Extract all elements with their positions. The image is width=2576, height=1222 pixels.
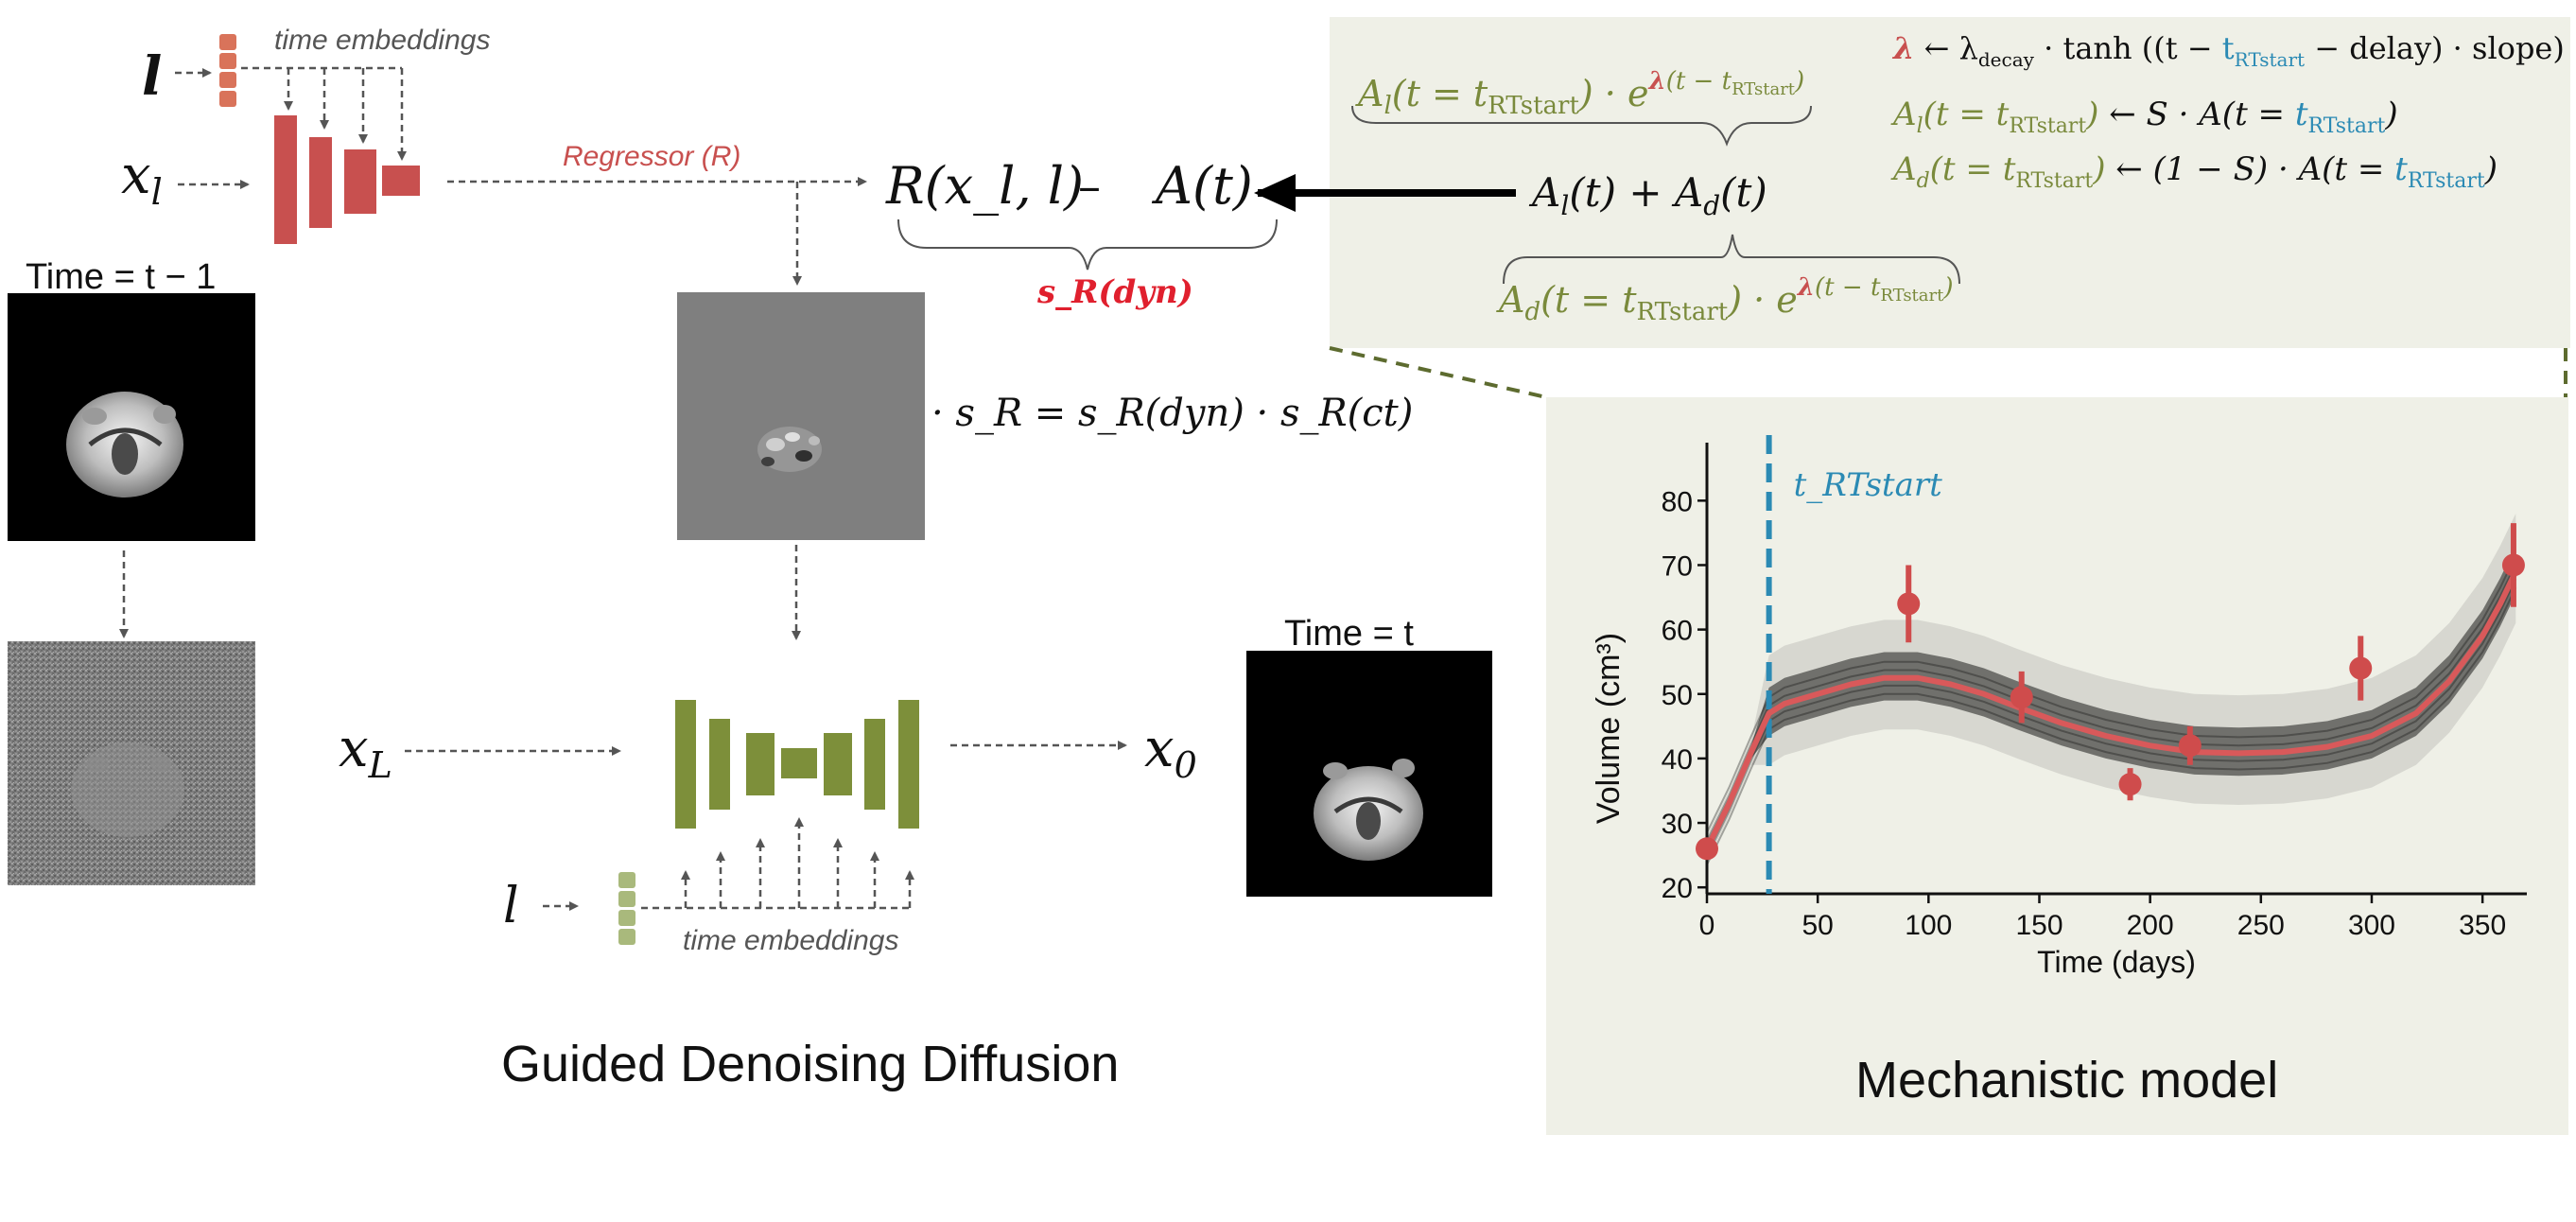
trajectory-sample-1 bbox=[1706, 586, 2517, 865]
regressor-time-embeddings-label: time embeddings bbox=[274, 25, 490, 56]
eq-A-term: A(t) bbox=[1151, 156, 1253, 216]
y-tick-label: 40 bbox=[1662, 744, 1693, 776]
formula-panel bbox=[1330, 17, 2570, 348]
x-tick-label: 250 bbox=[2237, 910, 2285, 941]
time-embedding-stack-regressor bbox=[219, 34, 236, 107]
chart-xlabel: Time (days) bbox=[2037, 945, 2196, 979]
mech-Al-term: Al(t = tRTstart) · eλ(t − tRTstart) bbox=[1355, 67, 1804, 120]
denoiser-time-embeddings-label: time embeddings bbox=[683, 925, 898, 956]
mri-image-prev bbox=[8, 293, 255, 541]
x-tick-label: 200 bbox=[2127, 910, 2174, 941]
regressor-xl-symbol: xl bbox=[121, 145, 163, 213]
observation-point bbox=[1696, 837, 1718, 861]
chart-ylabel: Volume (cm³) bbox=[1591, 633, 1627, 824]
denoiser-unet bbox=[675, 700, 919, 829]
regressor-l-symbol: l bbox=[142, 45, 162, 108]
mech-Al-overbrace bbox=[1351, 105, 1812, 147]
mean-curve bbox=[1704, 569, 2519, 850]
eq-underbrace bbox=[897, 218, 1278, 271]
x-tick-label: 100 bbox=[1905, 910, 1952, 941]
time-prev-label: Time = t − 1 bbox=[26, 257, 216, 297]
y-tick-label: 20 bbox=[1662, 873, 1693, 904]
eq-s-rdyn: s_R(dyn) bbox=[1036, 273, 1193, 311]
denoiser-x0-symbol: x0 bbox=[1144, 718, 1197, 786]
mech-Ad-underbrace bbox=[1503, 234, 1960, 285]
regressor-network bbox=[274, 115, 420, 244]
observation-point bbox=[2501, 553, 2525, 577]
y-tick-label: 50 bbox=[1662, 680, 1693, 711]
observation-point bbox=[2349, 656, 2373, 680]
trajectory-sample-4 bbox=[1706, 554, 2517, 833]
mech-sum: Al(t) + Ad(t) bbox=[1528, 169, 1767, 221]
mri-image-current bbox=[1246, 651, 1492, 897]
x-tick-label: 50 bbox=[1801, 910, 1833, 941]
y-tick-label: 30 bbox=[1662, 809, 1693, 840]
chart-panel bbox=[1546, 397, 2568, 1135]
trajectory-band-inner bbox=[1707, 546, 2516, 856]
observation-point bbox=[1897, 592, 1921, 616]
trajectory-sample-3 bbox=[1706, 563, 2517, 842]
eq-R-term: R(x_l, l) bbox=[885, 156, 1084, 216]
regressor-label: Regressor (R) bbox=[563, 141, 740, 172]
y-tick-label: 60 bbox=[1662, 616, 1693, 647]
observation-point bbox=[2010, 686, 2033, 709]
noisy-image bbox=[8, 641, 255, 885]
x-tick-label: 0 bbox=[1699, 910, 1715, 941]
observation-point bbox=[2118, 773, 2142, 796]
x-tick-label: 350 bbox=[2459, 910, 2506, 941]
x-tick-label: 150 bbox=[2015, 910, 2063, 941]
denoiser-l-symbol: l bbox=[503, 878, 519, 934]
rt-start-label: t_RTstart bbox=[1794, 466, 1943, 504]
x-tick-label: 300 bbox=[2348, 910, 2395, 941]
mech-Al-rule: Al(t = tRTstart) ← S · A(t = tRTstart) bbox=[1890, 96, 2398, 138]
mech-lambda-rule: λ ← λdecay · tanh ((t − tRTstart − delay… bbox=[1891, 30, 2565, 71]
mech-Ad-rule: Ad(t = tRTstart) ← (1 − S) · A(t = tRTst… bbox=[1890, 150, 2498, 193]
y-tick-label: 80 bbox=[1662, 486, 1693, 517]
denoiser-caption: Guided Denoising Diffusion bbox=[501, 1036, 1119, 1092]
trajectory-band-outer bbox=[1707, 513, 2516, 862]
time-label: Time = t bbox=[1284, 614, 1414, 654]
eq-scale-line: · s_R = s_R(dyn) · s_R(ct) bbox=[931, 392, 1413, 435]
time-embedding-stack-denoiser bbox=[618, 872, 635, 945]
volume-chart: 20 30 40 50 60 70 80 0 50 100 150 200 250 300 350 t_RTs… bbox=[1662, 435, 2527, 941]
saliency-map bbox=[677, 292, 925, 540]
y-tick-label: 70 bbox=[1662, 550, 1693, 582]
mechanistic-caption: Mechanistic model bbox=[1855, 1052, 2278, 1109]
trajectory-sample-2 bbox=[1706, 579, 2517, 857]
denoiser-xL-symbol: xL bbox=[339, 718, 392, 786]
panel-connector-left bbox=[1329, 346, 1547, 399]
observation-point bbox=[2178, 734, 2202, 758]
eq-minus: – bbox=[1078, 160, 1101, 213]
